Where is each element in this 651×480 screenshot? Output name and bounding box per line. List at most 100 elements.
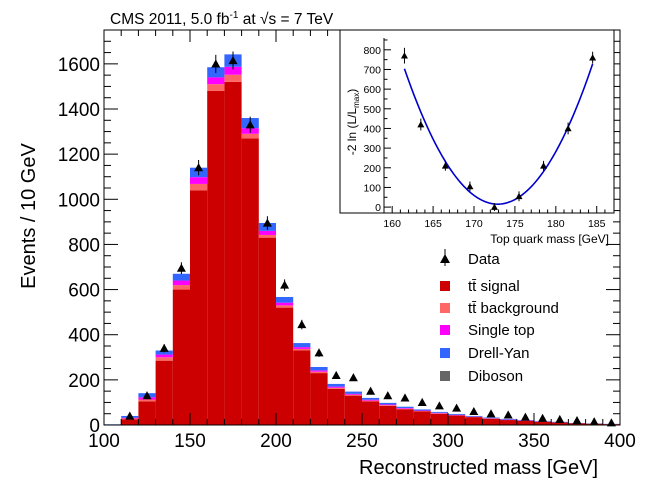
- bar-segment: [172, 289, 190, 425]
- data-point: [280, 280, 290, 289]
- inset-x-tick-label: 175: [506, 218, 524, 230]
- bar-segment: [396, 406, 414, 409]
- bar-segment: [172, 285, 190, 290]
- bar-segment: [551, 422, 569, 425]
- data-point: [331, 370, 341, 379]
- bar-segment: [430, 413, 448, 425]
- inset-y-tick-label: 0: [375, 202, 381, 214]
- legend-bkg-text: background: [476, 300, 559, 317]
- header-sqrt: √s: [260, 11, 277, 28]
- y-tick-label: 1600: [58, 55, 100, 76]
- bar-segment: [534, 421, 552, 425]
- inset-y-label-end: ): [345, 89, 359, 93]
- legend-entry-drell-yan: Drell-Yan: [440, 345, 529, 362]
- bar-segment: [362, 397, 380, 400]
- legend-label-data: Data: [468, 251, 500, 268]
- bar-segment: [379, 405, 397, 425]
- data-points: [125, 51, 616, 427]
- bar-segment: [465, 417, 483, 425]
- bar-segment: [448, 413, 466, 415]
- bar-segment: [362, 401, 380, 425]
- bar-segment: [327, 387, 345, 389]
- bar-segment: [190, 177, 208, 184]
- data-point: [555, 414, 565, 423]
- inset-point: [589, 54, 597, 61]
- bar-segment: [362, 400, 380, 402]
- legend-label-single-top: Single top: [468, 322, 535, 339]
- data-point: [520, 412, 530, 421]
- data-point: [348, 373, 358, 382]
- bar-segment: [293, 343, 311, 348]
- legend-entry-diboson: Diboson: [440, 368, 523, 385]
- bar-segment: [258, 230, 276, 235]
- bar-segment: [172, 273, 190, 281]
- inset-y-tick-label: 100: [363, 182, 381, 194]
- bar-segment: [276, 305, 294, 308]
- data-point: [383, 391, 393, 400]
- data-point: [589, 417, 599, 426]
- y-tick-label: 1400: [58, 100, 100, 121]
- legend-label-background: tt̄ background: [468, 300, 559, 317]
- inset-y-tick-label: 800: [363, 45, 381, 57]
- inset-point: [490, 203, 498, 210]
- bar-segment: [482, 418, 500, 425]
- x-tick-label: 150: [174, 431, 206, 452]
- header-prefix: CMS 2011, 5.0 fb: [110, 11, 229, 28]
- data-point: [538, 413, 548, 422]
- x-axis-label: Reconstructed mass [GeV]: [359, 457, 598, 479]
- legend-entry-signal: tt̄ signal: [440, 278, 520, 295]
- inset-y-label-sub: max: [352, 93, 361, 108]
- legend: Data tt̄ signal tt̄ background Single to…: [440, 249, 559, 385]
- bar-segment: [155, 350, 173, 355]
- inset-y-tick-label: 500: [363, 104, 381, 116]
- bar-segment: [241, 133, 259, 139]
- inset-point: [400, 52, 408, 59]
- bar-segment: [362, 399, 380, 401]
- legend-swatch-single-top: [440, 325, 450, 335]
- bar-segment: [379, 404, 397, 406]
- data-point: [262, 218, 272, 227]
- inset-point: [515, 192, 523, 200]
- data-point: [125, 411, 135, 420]
- x-tick-label: 100: [88, 431, 120, 452]
- bar-segment: [224, 74, 242, 82]
- bar-segment: [207, 90, 225, 425]
- y-tick-label: 1200: [58, 145, 100, 166]
- header-lumi-sup: -1: [229, 10, 238, 21]
- bar-segment: [276, 307, 294, 425]
- data-point: [245, 120, 255, 129]
- data-point: [194, 163, 204, 172]
- bar-segment: [276, 302, 294, 306]
- bar-segment: [293, 348, 311, 351]
- legend-entry-background: tt̄ background: [440, 300, 559, 317]
- inset-axes: 160 165 170 175 180 185 0 100 200 300 400 500 600 700…: [363, 38, 609, 230]
- legend-label-diboson: Diboson: [468, 368, 523, 385]
- bar-segment: [190, 183, 208, 191]
- inset-x-tick-label: 180: [547, 218, 565, 230]
- inset-point: [564, 124, 572, 132]
- y-tick-label: 600: [68, 281, 100, 302]
- inset-point: [441, 162, 449, 169]
- bar-segment: [396, 408, 414, 409]
- inset-x-tick-label: 160: [383, 218, 401, 230]
- bar-segment: [516, 420, 534, 425]
- bar-segment: [379, 405, 397, 406]
- bar-segment: [224, 66, 242, 75]
- bar-segment: [344, 394, 362, 396]
- inset-y-tick-label: 200: [363, 163, 381, 175]
- data-point: [606, 418, 616, 427]
- data-point: [434, 401, 444, 410]
- inset-x-tick-label: 185: [588, 218, 606, 230]
- legend-signal-t2: t̄: [471, 278, 477, 295]
- bar-segment: [172, 280, 190, 286]
- data-point: [503, 410, 513, 419]
- bar-segment: [310, 373, 328, 425]
- bar-segment: [465, 415, 483, 417]
- bar-segment: [293, 347, 311, 349]
- bar-segment: [138, 399, 156, 402]
- bar-segment: [413, 411, 431, 425]
- legend-signal-text: signal: [476, 278, 519, 295]
- legend-label-drell-yan: Drell-Yan: [468, 345, 529, 362]
- y-tick-label: 800: [68, 235, 100, 256]
